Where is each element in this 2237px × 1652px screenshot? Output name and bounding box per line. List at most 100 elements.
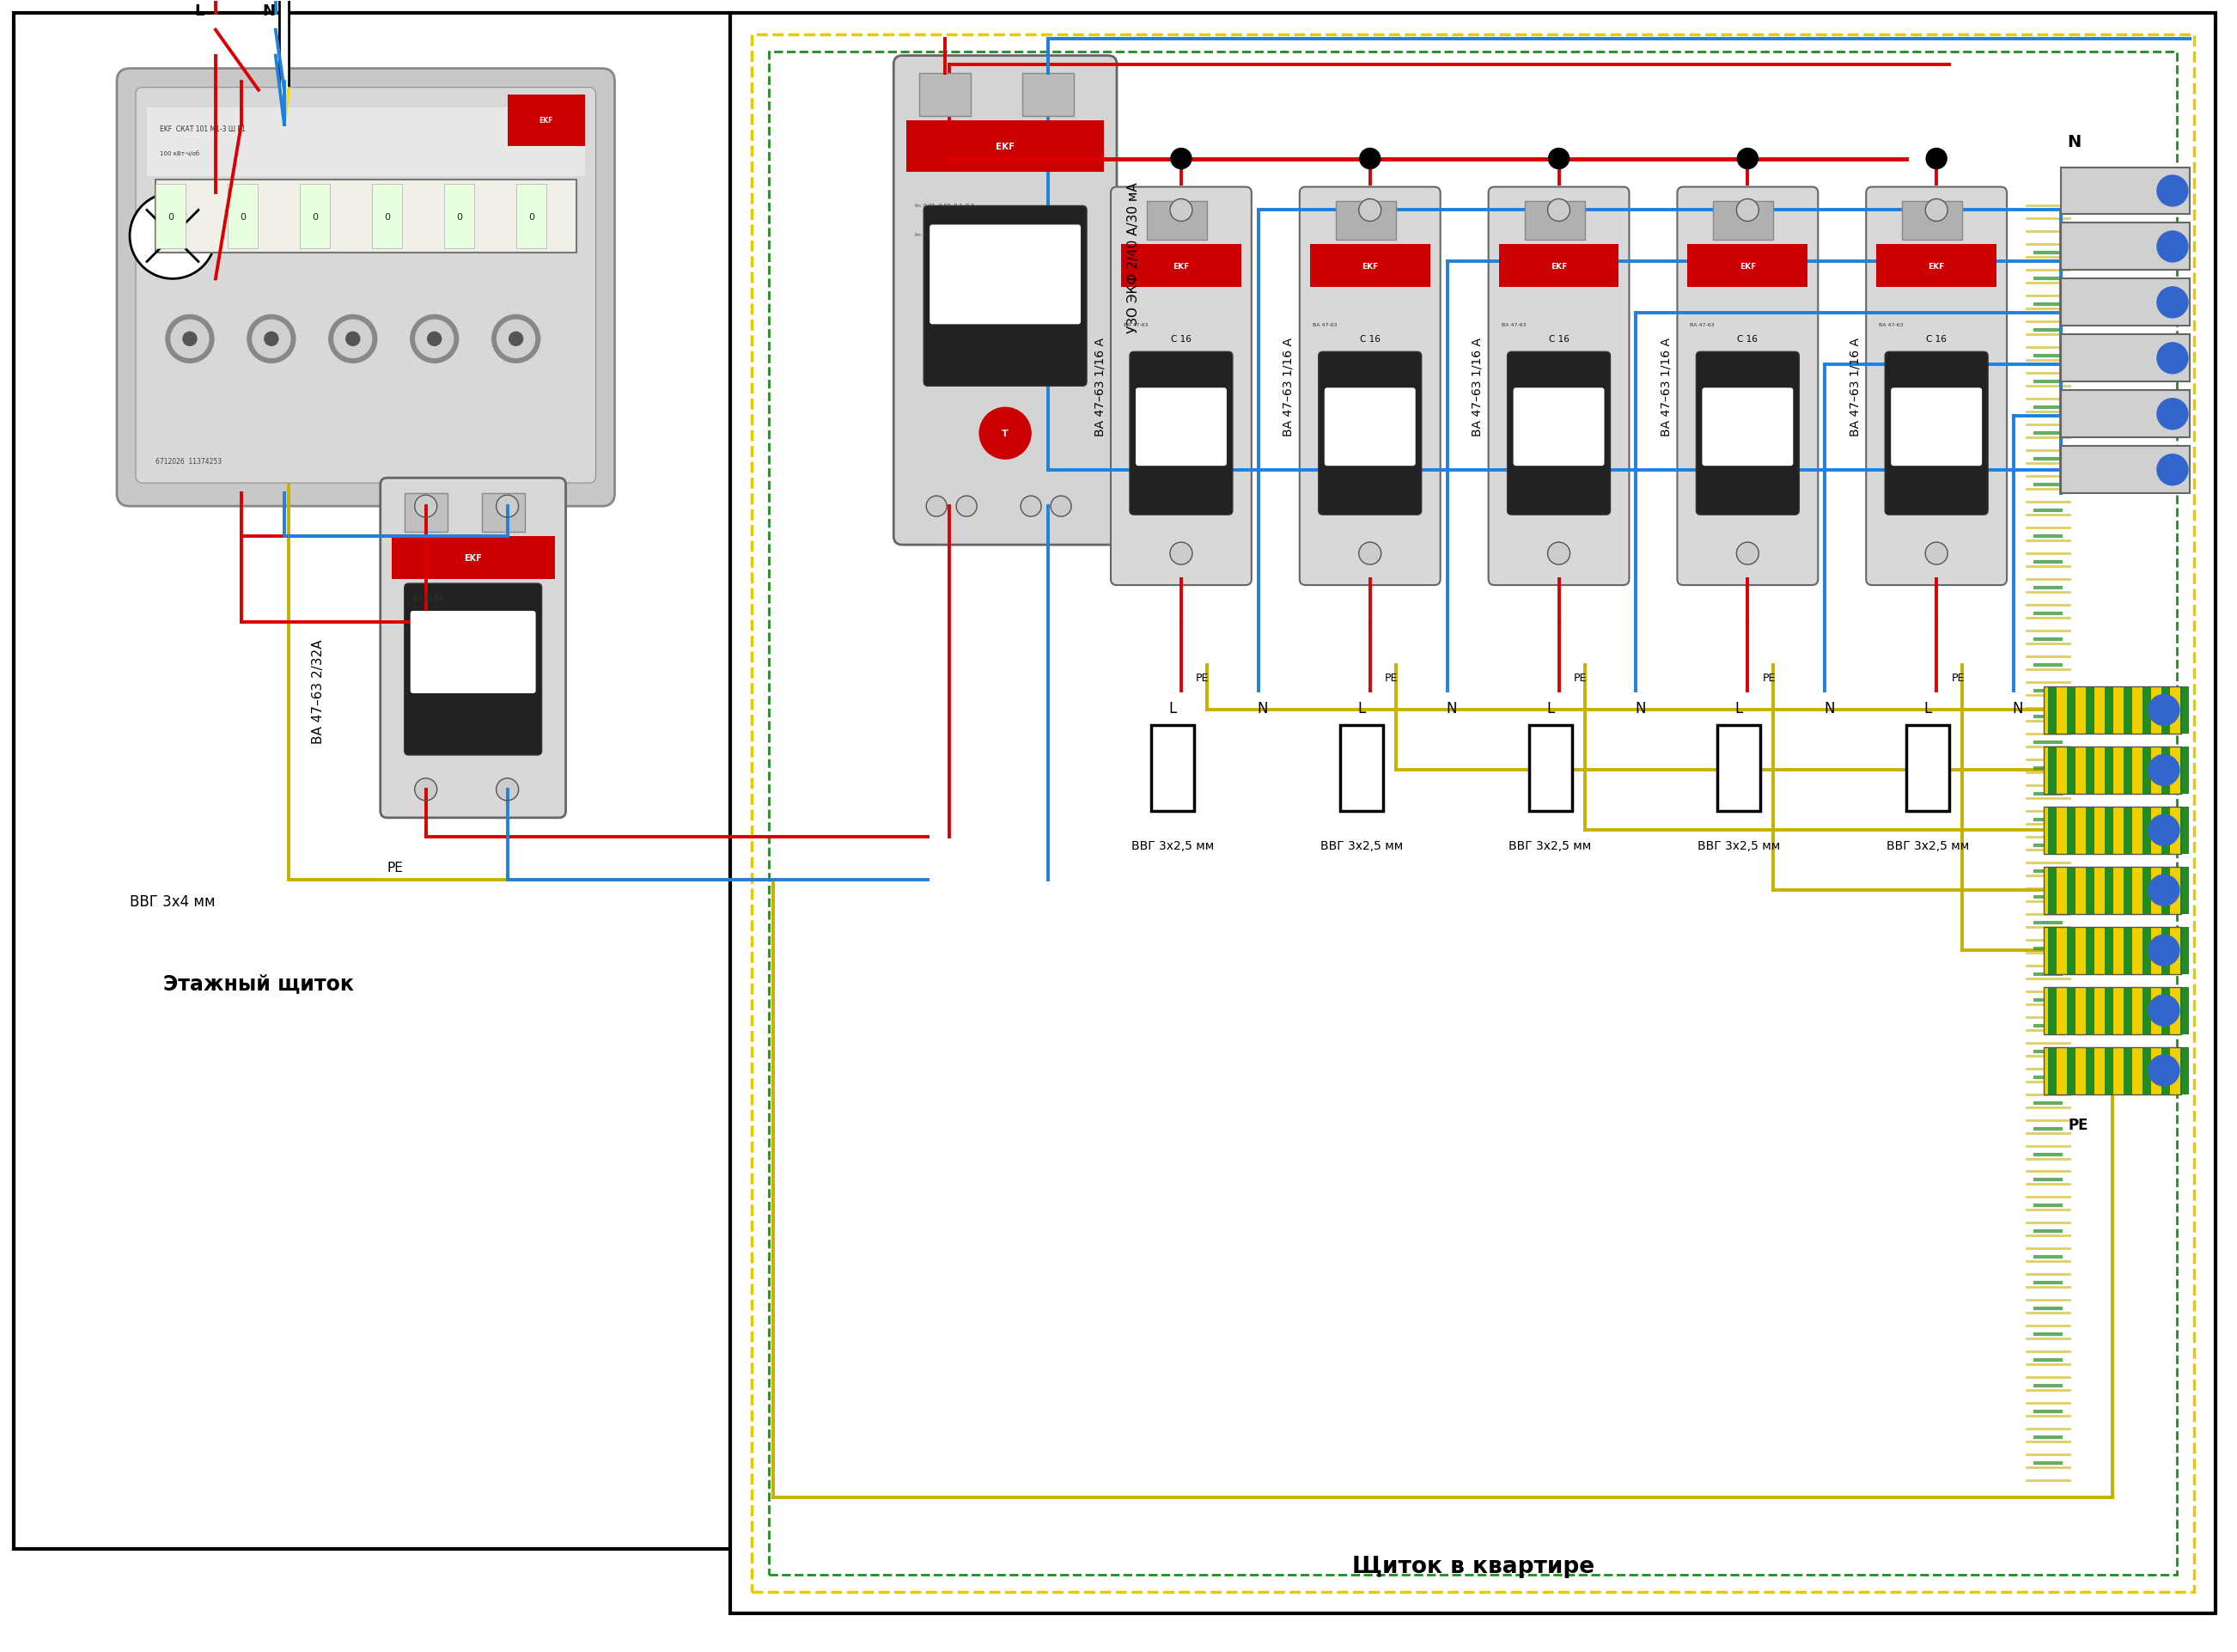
Circle shape <box>248 316 295 363</box>
Bar <box>1311 244 1429 287</box>
Text: ВВГ 3х2,5 мм: ВВГ 3х2,5 мм <box>1320 839 1403 851</box>
Bar <box>1148 202 1208 241</box>
Bar <box>2045 867 2181 914</box>
Bar <box>2045 806 2181 854</box>
Text: ВА 47–63 1/16 А: ВА 47–63 1/16 А <box>1660 337 1671 436</box>
Circle shape <box>497 778 519 801</box>
Bar <box>731 13 2215 1614</box>
Circle shape <box>2148 876 2179 905</box>
Text: PE: PE <box>1763 672 1776 684</box>
Bar <box>2123 747 2132 795</box>
Text: ВА 47–63 1/16 А: ВА 47–63 1/16 А <box>1850 337 1861 436</box>
FancyBboxPatch shape <box>1318 352 1420 515</box>
Text: EKF: EKF <box>1928 263 1944 271</box>
Bar <box>2161 988 2170 1034</box>
Bar <box>1877 244 1998 287</box>
FancyBboxPatch shape <box>1512 388 1604 466</box>
Text: УЗО ЭКФ 2/40 А/30 мА: УЗО ЭКФ 2/40 А/30 мА <box>1127 182 1141 334</box>
Bar <box>2161 927 2170 975</box>
Text: ВВГ 3х4 мм: ВВГ 3х4 мм <box>130 894 215 909</box>
Bar <box>2105 687 2114 733</box>
Text: In: 0,01  0,03  0,1  0,3: In: 0,01 0,03 0,1 0,3 <box>915 203 975 208</box>
Bar <box>2049 687 2056 733</box>
Circle shape <box>510 332 523 347</box>
Text: T: T <box>1002 430 1009 438</box>
Bar <box>2123 1047 2132 1094</box>
Text: 0: 0 <box>456 213 463 221</box>
Circle shape <box>416 320 454 358</box>
Text: Этажный щиток: Этажный щиток <box>163 973 353 993</box>
Text: BA 47-63: BA 47-63 <box>1501 324 1526 327</box>
Circle shape <box>329 316 376 363</box>
Circle shape <box>166 316 215 363</box>
FancyBboxPatch shape <box>380 479 566 818</box>
FancyBboxPatch shape <box>409 611 535 694</box>
Circle shape <box>955 497 978 517</box>
Bar <box>2161 806 2170 854</box>
Circle shape <box>1358 200 1380 221</box>
Circle shape <box>409 316 459 363</box>
Text: L: L <box>1924 700 1933 715</box>
Bar <box>2067 1047 2076 1094</box>
Bar <box>2181 927 2188 975</box>
Text: L: L <box>195 3 204 18</box>
Bar <box>1335 202 1396 241</box>
Circle shape <box>414 778 436 801</box>
Bar <box>2105 988 2114 1034</box>
Circle shape <box>2156 287 2188 319</box>
Circle shape <box>183 332 197 347</box>
Bar <box>752 35 2194 1593</box>
Circle shape <box>497 496 519 517</box>
Bar <box>2045 988 2181 1034</box>
Circle shape <box>2148 755 2179 786</box>
Circle shape <box>2156 231 2188 263</box>
FancyBboxPatch shape <box>1300 188 1441 586</box>
Circle shape <box>1358 544 1380 565</box>
Text: N: N <box>2013 700 2024 715</box>
Text: C 16: C 16 <box>1548 335 1568 344</box>
Bar <box>2105 806 2114 854</box>
Bar <box>1152 725 1195 811</box>
Circle shape <box>1926 149 1946 170</box>
Bar <box>481 494 523 532</box>
Text: PE: PE <box>2067 1117 2087 1132</box>
FancyBboxPatch shape <box>924 206 1087 387</box>
Circle shape <box>1548 149 1568 170</box>
Bar <box>371 185 403 249</box>
Bar <box>228 185 257 249</box>
Circle shape <box>2148 935 2179 966</box>
Text: L: L <box>1736 700 1743 715</box>
FancyBboxPatch shape <box>1112 188 1250 586</box>
Bar <box>517 185 546 249</box>
Circle shape <box>926 497 946 517</box>
Text: N: N <box>262 3 275 18</box>
Circle shape <box>253 320 291 358</box>
Bar <box>2045 1047 2181 1094</box>
Text: 0: 0 <box>168 213 174 221</box>
Circle shape <box>2148 1056 2179 1087</box>
Bar <box>2060 169 2190 215</box>
Text: N: N <box>1823 700 1834 715</box>
Bar <box>2181 1047 2188 1094</box>
Text: In: 10  16  20  25  32  40  63: In: 10 16 20 25 32 40 63 <box>915 233 991 238</box>
Circle shape <box>2156 344 2188 375</box>
Circle shape <box>1738 149 1758 170</box>
Text: C 16: C 16 <box>1738 335 1758 344</box>
Bar <box>2085 867 2094 914</box>
FancyBboxPatch shape <box>1130 352 1233 515</box>
Bar <box>2049 747 2056 795</box>
Bar <box>2181 806 2188 854</box>
Bar <box>443 185 474 249</box>
Circle shape <box>264 332 277 347</box>
Bar <box>2085 988 2094 1034</box>
Bar <box>2105 1047 2114 1094</box>
FancyBboxPatch shape <box>1488 188 1629 586</box>
Text: N: N <box>1257 700 1268 715</box>
Text: 6712026  11374253: 6712026 11374253 <box>157 458 221 466</box>
Text: L: L <box>1546 700 1555 715</box>
Bar <box>2123 687 2132 733</box>
Bar <box>2123 867 2132 914</box>
Text: 100 кВт·ч/об: 100 кВт·ч/об <box>159 150 199 155</box>
Bar <box>1528 725 1573 811</box>
Bar <box>2045 747 2181 795</box>
